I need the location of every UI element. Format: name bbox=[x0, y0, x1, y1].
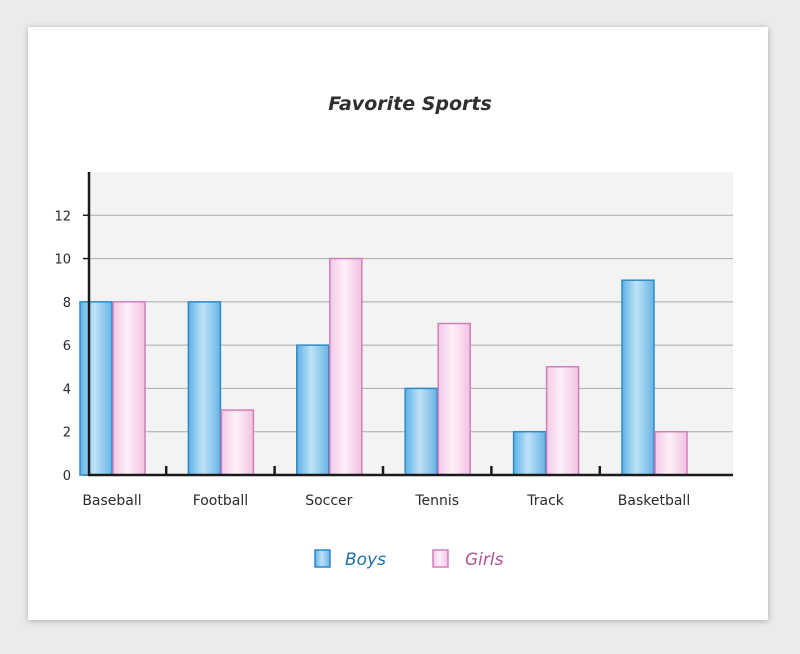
legend-swatch-boys bbox=[314, 549, 331, 568]
bar-girls-football bbox=[220, 409, 255, 476]
legend-swatch-girls bbox=[432, 549, 449, 568]
bar-boys-track bbox=[512, 430, 547, 476]
y-tick-label: 12 bbox=[54, 209, 71, 224]
y-tick-label: 0 bbox=[63, 469, 71, 484]
y-tick-label: 10 bbox=[54, 253, 71, 268]
legend: Boys Girls bbox=[314, 549, 504, 570]
x-category-label: Football bbox=[193, 493, 248, 509]
legend-label-boys: Boys bbox=[345, 550, 386, 570]
chart-title: Favorite Sports bbox=[328, 93, 492, 115]
bar-girls-tennis bbox=[437, 322, 471, 476]
bars bbox=[79, 257, 688, 476]
x-category-label: Baseball bbox=[82, 493, 141, 509]
x-category-label: Track bbox=[526, 493, 565, 509]
y-tick-label: 8 bbox=[63, 296, 71, 311]
x-axis-categories: Baseball Football Soccer Tennis Track Basketb… bbox=[82, 466, 690, 509]
bar-girls-basketball bbox=[654, 430, 688, 476]
bar-boys-baseball bbox=[79, 301, 113, 476]
y-tick-label: 2 bbox=[63, 426, 71, 441]
x-category-label: Soccer bbox=[305, 493, 352, 509]
bar-chart: Favorite Sports 0 2 4 6 8 10 12 Baseball Footba… bbox=[54, 93, 733, 570]
bar-boys-soccer bbox=[296, 344, 330, 476]
bar-girls-track bbox=[545, 366, 580, 476]
bar-girls-soccer bbox=[329, 257, 363, 476]
legend-label-girls: Girls bbox=[465, 550, 504, 570]
x-category-label: Tennis bbox=[414, 493, 459, 509]
bar-boys-tennis bbox=[404, 387, 438, 476]
bar-boys-basketball bbox=[621, 279, 655, 476]
chart-card: Favorite Sports 0 2 4 6 8 10 12 Baseball Footba… bbox=[28, 27, 768, 620]
y-tick-label: 6 bbox=[63, 339, 71, 354]
y-tick-label: 4 bbox=[63, 382, 71, 397]
x-category-label: Basketball bbox=[618, 493, 690, 509]
bar-boys-football bbox=[187, 301, 222, 476]
bar-girls-baseball bbox=[112, 301, 146, 476]
